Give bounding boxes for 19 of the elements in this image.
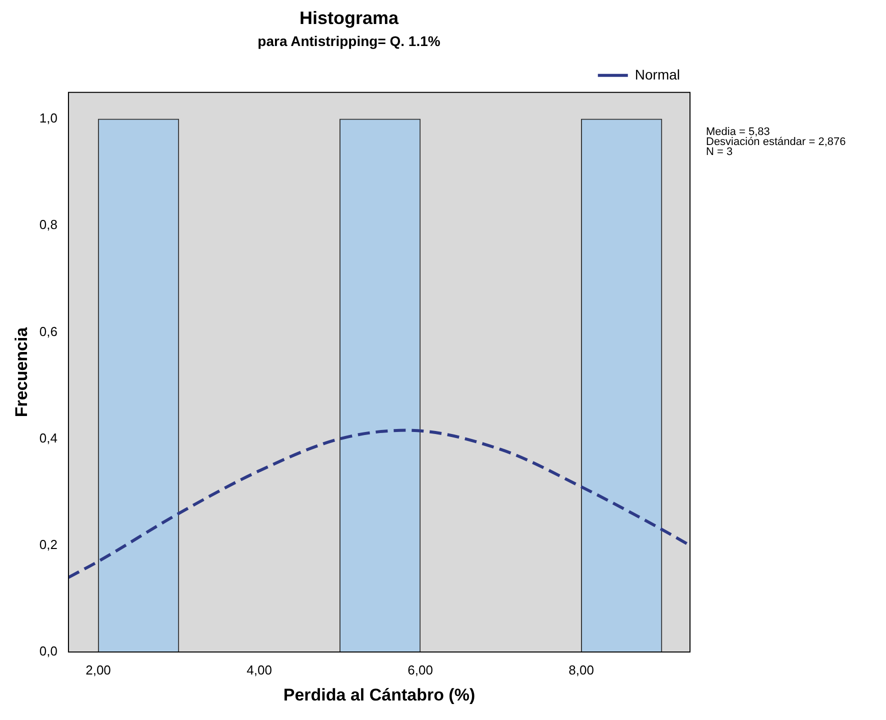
chart-subtitle: para Antistripping= Q. 1.1% xyxy=(258,32,441,49)
y-tick-label: 1,0 xyxy=(39,110,58,126)
y-axis-title: Frecuencia xyxy=(12,326,31,418)
legend-label: Normal xyxy=(634,66,680,82)
y-tick-label: 0,0 xyxy=(39,644,58,659)
x-tick-label: 6,00 xyxy=(408,662,433,678)
chart-title: Histograma xyxy=(299,8,400,28)
x-tick-label: 8,00 xyxy=(568,662,594,678)
y-tick-label: 0,4 xyxy=(39,430,58,446)
x-axis-title: Perdida al Cántabro (%) xyxy=(283,685,476,704)
y-tick-label: 0,2 xyxy=(39,536,58,552)
text: Desviación estándar = 2,876 xyxy=(706,136,846,148)
y-tick-label: 0,8 xyxy=(39,217,58,232)
line-series xyxy=(68,428,690,579)
y-tick-label: 0,6 xyxy=(39,324,58,339)
text: N = 3 xyxy=(706,146,733,158)
text: Media = 5,83 xyxy=(706,126,770,138)
x-tick-label: 4,00 xyxy=(246,662,272,678)
x-tick-label: 2,00 xyxy=(86,662,111,678)
